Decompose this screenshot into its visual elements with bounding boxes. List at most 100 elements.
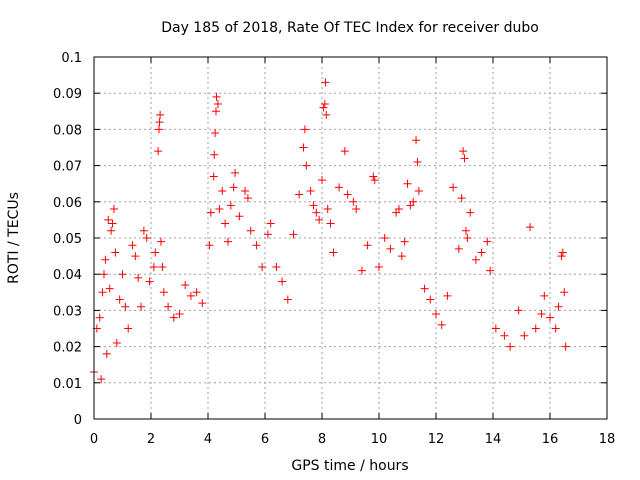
data-point [412, 136, 421, 145]
chart-title: Day 185 of 2018, Rate Of TEC Index for r… [161, 20, 539, 36]
data-point [159, 288, 168, 297]
y-tick-label: 0.1 [61, 51, 82, 66]
data-point [289, 230, 298, 239]
x-tick-label: 14 [485, 432, 502, 447]
data-point [437, 320, 446, 329]
data-point [443, 291, 452, 300]
x-tick-label: 18 [599, 432, 616, 447]
data-point [457, 194, 466, 203]
data-point [540, 291, 549, 300]
data-point [557, 252, 566, 261]
x-tick-label: 10 [371, 432, 388, 447]
data-point [169, 313, 178, 322]
data-point [156, 110, 165, 119]
data-point [520, 331, 529, 340]
x-tick-label: 12 [428, 432, 445, 447]
data-point [312, 208, 321, 217]
data-point [278, 277, 287, 286]
data-point [154, 125, 163, 134]
data-point [164, 302, 173, 311]
data-point [326, 219, 335, 228]
data-point [300, 125, 309, 134]
data-point [149, 262, 158, 271]
data-point [97, 375, 106, 384]
data-point [212, 92, 221, 101]
data-point [466, 208, 475, 217]
x-tick-label: 4 [204, 432, 212, 447]
data-point [461, 226, 470, 235]
data-point [299, 143, 308, 152]
data-point [243, 194, 252, 203]
y-tick-label: 0.01 [53, 377, 82, 392]
y-tick-label: 0.03 [53, 304, 82, 319]
data-point [403, 179, 412, 188]
data-point [258, 262, 267, 271]
data-point [394, 205, 403, 214]
data-point [104, 215, 113, 224]
data-point [397, 252, 406, 261]
x-tick-label: 6 [261, 432, 269, 447]
data-point [546, 313, 554, 322]
data-point [198, 299, 207, 308]
data-point [118, 270, 127, 279]
data-point [211, 129, 220, 138]
data-point [514, 306, 523, 315]
data-point [142, 234, 151, 242]
grid-lines [94, 57, 607, 419]
data-point [151, 248, 160, 257]
data-point [155, 118, 164, 127]
data-point [306, 186, 315, 195]
data-point [561, 342, 570, 351]
data-point [537, 310, 546, 319]
data-point [124, 324, 133, 333]
data-point [252, 241, 261, 250]
y-tick-label: 0 [74, 413, 82, 428]
data-point [426, 295, 435, 304]
data-point [205, 241, 214, 250]
data-point [283, 295, 292, 304]
data-point [266, 219, 275, 228]
data-point [369, 172, 378, 181]
data-point [137, 302, 146, 311]
y-tick-label: 0.06 [53, 196, 82, 211]
data-point [302, 161, 311, 170]
data-point [335, 183, 344, 192]
data-point [477, 248, 486, 257]
y-tick-label: 0.05 [53, 232, 82, 247]
data-point [500, 331, 509, 340]
data-point [560, 288, 569, 297]
data-point [221, 219, 230, 228]
data-point [102, 349, 111, 358]
data-point [526, 223, 535, 232]
data-point [309, 201, 318, 210]
data-point [139, 226, 148, 235]
data-point [449, 183, 458, 192]
data-point [463, 234, 472, 242]
data-point [215, 205, 224, 214]
data-point [223, 237, 232, 246]
data-point [319, 103, 328, 112]
data-point [409, 197, 418, 206]
data-point [186, 291, 195, 300]
data-point [156, 237, 165, 246]
data-points [90, 78, 570, 384]
data-point [352, 205, 361, 214]
data-point [323, 205, 332, 214]
data-point [98, 288, 107, 297]
data-point [357, 266, 366, 275]
data-point [241, 186, 250, 195]
data-point [375, 262, 383, 271]
y-tick-label: 0.09 [53, 87, 82, 102]
x-tick-label: 8 [318, 432, 326, 447]
data-point [460, 154, 469, 163]
data-point [112, 338, 121, 347]
data-point [483, 237, 492, 246]
data-point [95, 313, 104, 322]
data-point [320, 100, 329, 109]
y-tick-label: 0.04 [53, 268, 82, 283]
data-point [209, 172, 218, 181]
x-axis-title: GPS time / hours [291, 458, 408, 474]
y-tick-label: 0.02 [53, 341, 82, 356]
